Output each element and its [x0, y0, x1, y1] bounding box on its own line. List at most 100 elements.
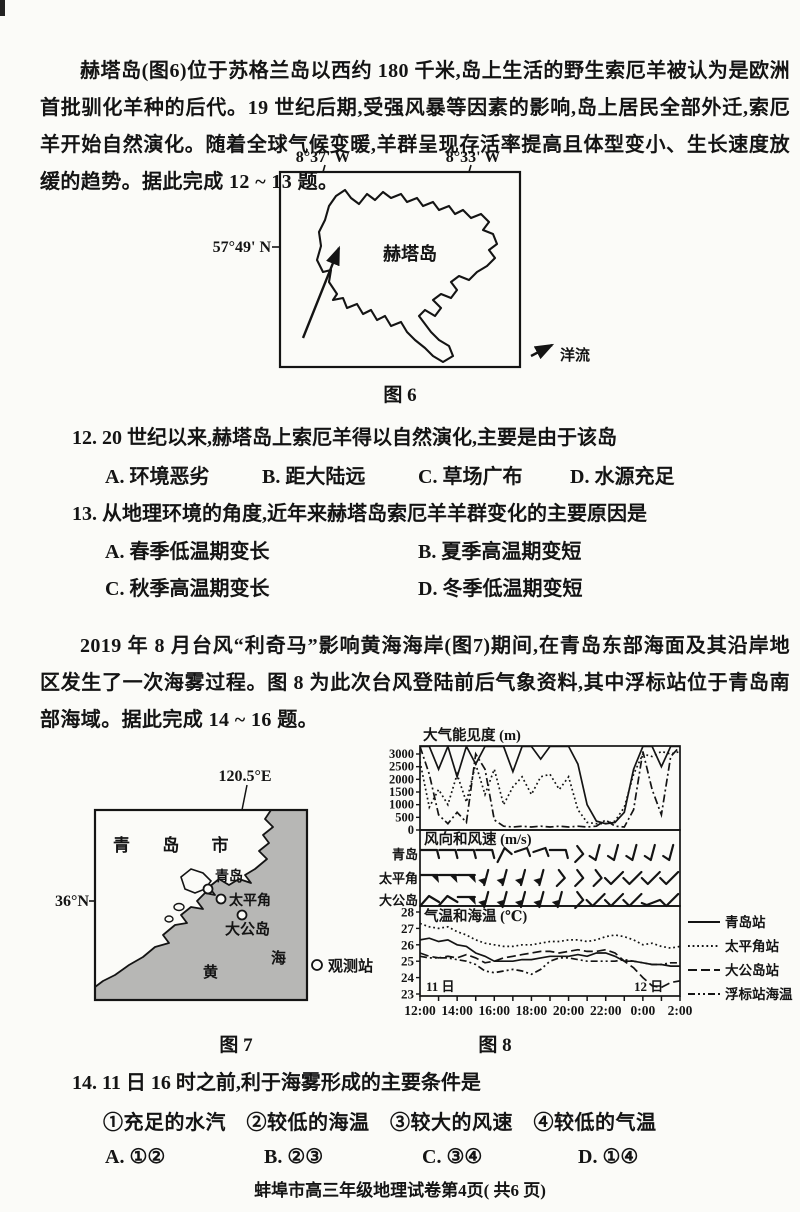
temperature-ytick: 28: [401, 905, 415, 920]
latitude-label: 57°49' N: [213, 239, 272, 256]
wind-barb-icon: [625, 843, 638, 862]
option-12a: A. 环境恶劣: [105, 466, 210, 488]
island-label: 赫塔岛: [383, 243, 437, 264]
legend-label: 青岛站: [725, 914, 766, 930]
current-legend-label: 洋流: [560, 346, 590, 364]
wind-barb-icon: [659, 892, 680, 908]
time-tick-label: 16:00: [479, 1003, 511, 1018]
wind-barb-icon: [622, 892, 643, 908]
option-14a: A. ①②: [105, 1146, 166, 1168]
station-label-taipingjiao: 太平角: [229, 892, 271, 909]
wind-row-label: 大公岛: [379, 893, 418, 908]
question-13-options-row1: A. 春季低温期变长 B. 夏季高温期变短: [0, 535, 800, 565]
temperature-ytick: 24: [401, 970, 415, 985]
wind-barb-icon: [419, 873, 440, 883]
wind-panel-title: 风向和风速 (m/s): [424, 830, 532, 848]
question-14-stem: 14. 11 日 16 时之前,利于海雾形成的主要条件是: [72, 1072, 481, 1094]
question-13-stem: 13. 从地理环境的角度,近年来赫塔岛索厄羊羊群变化的主要原因是: [72, 503, 647, 525]
scan-artifact: [0, 0, 5, 16]
time-tick-label: 14:00: [441, 1003, 473, 1018]
figure-8-chart: 大气能见度 (m) 风向和风速 (m/s) 气温和海温 (℃) 11 日 12 …: [378, 726, 793, 1018]
temperature-line-大公岛站: [420, 948, 680, 989]
wind-barb-icon: [603, 892, 625, 908]
wind-barb-icon: [606, 843, 620, 862]
legend-label: 太平角站: [725, 938, 779, 954]
option-12c: C. 草场广布: [418, 466, 523, 488]
visibility-line-大公岛站: [420, 746, 680, 828]
question-14-items: ①充足的水汽 ②较低的海温 ③较大的风速 ④较低的气温: [103, 1112, 657, 1134]
option-14c: C. ③④: [422, 1146, 483, 1168]
option-12d: D. 水源充足: [570, 466, 675, 488]
latitude-label: 36°N: [55, 893, 89, 910]
wind-barb-icon: [496, 846, 513, 864]
wind-barb-icon: [574, 844, 585, 864]
option-14b: B. ②③: [264, 1146, 324, 1168]
time-tick-label: 20:00: [553, 1003, 585, 1018]
wind-row-label: 太平角: [378, 871, 418, 886]
date-label-right: 12 日: [634, 979, 663, 994]
wind-barb-icon: [419, 894, 441, 907]
station-marker-taipingjiao: [215, 893, 227, 905]
wind-barb-icon: [456, 873, 476, 883]
sea-area: [94, 809, 308, 1001]
station-label-dagongdao: 大公岛: [225, 920, 270, 938]
wind-barb-icon: [532, 846, 550, 858]
legend-label: 浮标站海温: [725, 986, 793, 1002]
time-tick-label: 22:00: [590, 1003, 622, 1018]
wind-barb-icon: [603, 870, 625, 886]
wind-barb-icon: [419, 848, 441, 860]
time-tick-label: 12:00: [404, 1003, 436, 1018]
question-14-options: A. ①② B. ②③ C. ③④ D. ①④: [0, 1144, 800, 1174]
wind-barb-icon: [548, 848, 569, 860]
wind-barb-icon: [513, 846, 532, 858]
wind-barb-icon: [574, 868, 585, 888]
option-13a: A. 春季低温期变长: [105, 541, 270, 563]
wind-barb-icon: [515, 890, 527, 909]
temperature-line-太平角站: [420, 922, 680, 949]
wind-barb-icon: [622, 870, 643, 886]
visibility-line-青岛站: [420, 746, 680, 825]
figure-7-caption: 图 7: [219, 1035, 253, 1056]
visibility-ytick: 1500: [389, 785, 414, 799]
wind-barb-icon: [478, 890, 490, 909]
temperature-panel-title: 气温和海温 (℃): [423, 907, 527, 925]
visibility-ytick: 1000: [389, 798, 414, 812]
temperature-ytick: 27: [401, 921, 415, 936]
wind-barb-icon: [533, 890, 545, 909]
small-island: [164, 915, 174, 923]
longitude-label-left: 8°37' W: [296, 149, 351, 166]
temperature-ytick: 25: [401, 954, 415, 969]
option-13d: D. 冬季低温期变短: [418, 578, 583, 600]
wind-barb-icon: [475, 848, 496, 860]
question-13-options-row2: C. 秋季高温期变长 D. 冬季低温期变短: [0, 572, 800, 602]
temperature-line-浮标站海温: [420, 955, 680, 976]
longitude-label-right: 8°33' W: [446, 149, 501, 166]
visibility-ytick: 2000: [389, 772, 414, 786]
question-12-options: A. 环境恶劣 B. 距大陆远 C. 草场广布 D. 水源充足: [0, 460, 800, 490]
page-footer: 蚌埠市高三年级地理试卷第4页( 共6 页): [254, 1181, 546, 1200]
station-label-qingdao: 青岛: [215, 868, 243, 885]
passage-1: 赫塔岛(图6)位于苏格兰岛以西约 180 千米,岛上生活的野生索厄羊被认为是欧洲…: [40, 60, 790, 193]
wind-barb-icon: [585, 892, 606, 908]
time-axis: 12:00 14:00 16:00 18:00 20:00 22:00 0:00 2:00: [404, 996, 693, 1018]
scan-artifact: [527, 139, 530, 142]
wind-barb-icon: [438, 894, 459, 907]
wind-barb-icon: [456, 848, 477, 860]
option-14d: D. ①④: [578, 1146, 639, 1168]
current-arrow: [301, 245, 341, 339]
option-13c: C. 秋季高温期变长: [105, 578, 270, 600]
date-label-left: 11 日: [426, 979, 455, 994]
station-legend-icon: [311, 959, 323, 971]
station-marker-qingdao: [202, 883, 214, 895]
time-tick-label: 0:00: [630, 1003, 655, 1018]
wind-barb-icon: [555, 868, 566, 888]
wind-barb-icon: [478, 868, 490, 887]
wind-barb-icon: [643, 843, 656, 862]
wind-barb-icon: [640, 870, 661, 886]
temperature-ytick: 26: [401, 937, 415, 952]
island-outline: [315, 188, 499, 364]
station-legend-label: 观测站: [328, 957, 373, 975]
figure-7-map: 120.5°E 36°N 青 岛 市 青岛 太平角 大公岛 黄 海 观测站: [55, 768, 373, 1002]
